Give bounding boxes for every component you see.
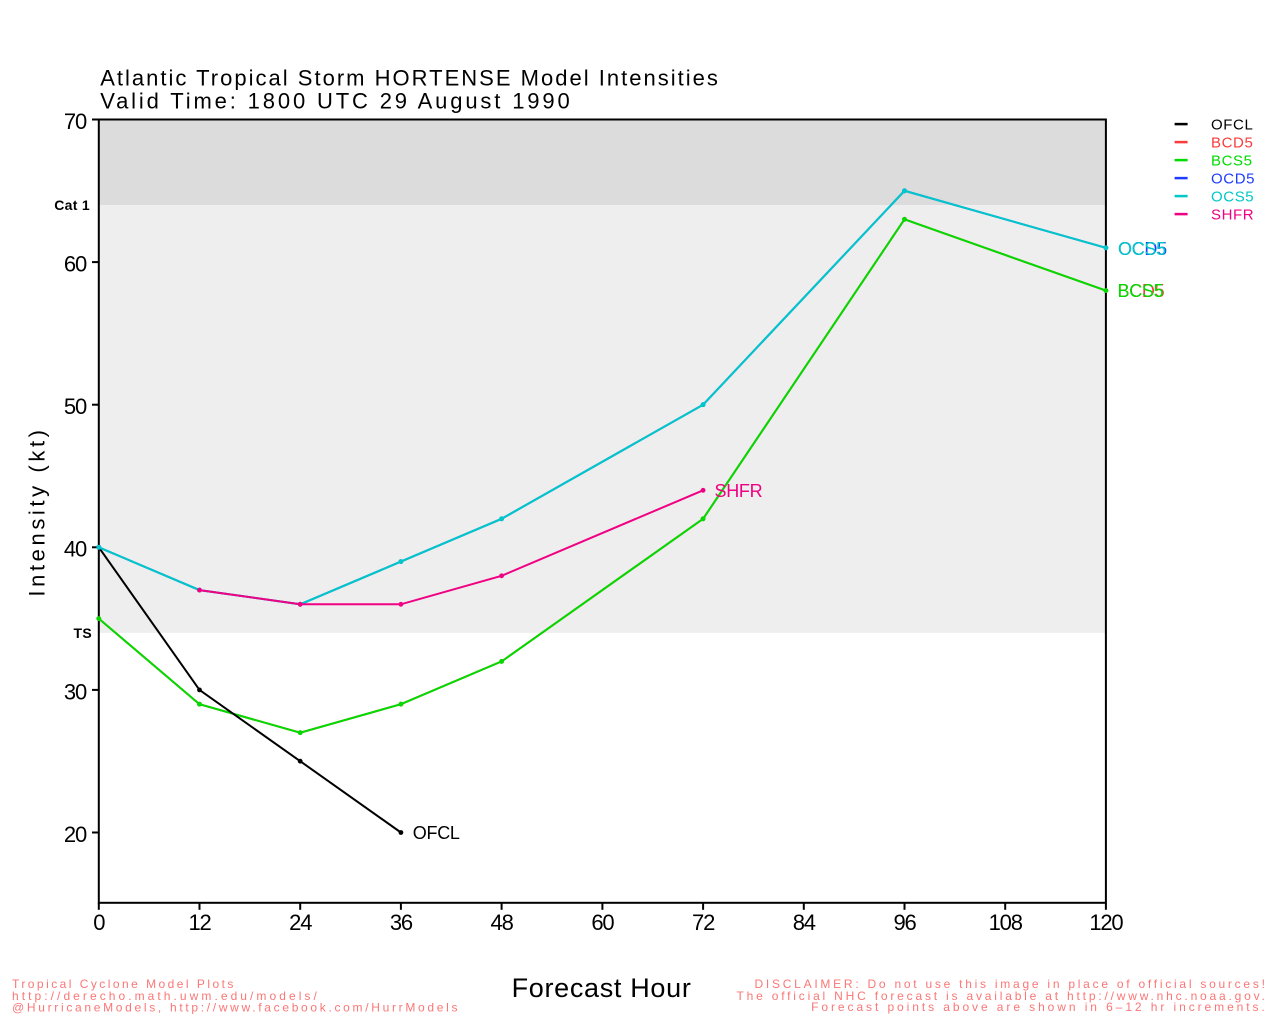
svg-text:Forecast Hour: Forecast Hour xyxy=(512,973,692,1003)
svg-text:BCS5: BCS5 xyxy=(1118,281,1164,301)
svg-text:SHFR: SHFR xyxy=(715,481,763,501)
svg-text:84: 84 xyxy=(793,910,816,935)
svg-text:Tropical Cyclone Model Plots: Tropical Cyclone Model Plots xyxy=(12,977,236,991)
svg-text:TS: TS xyxy=(74,625,93,641)
svg-text:48: 48 xyxy=(491,910,514,935)
svg-text:BCS5: BCS5 xyxy=(1211,153,1253,170)
svg-text:36: 36 xyxy=(390,910,413,935)
svg-text:The official NHC forecast is a: The official NHC forecast is available a… xyxy=(737,989,1268,1003)
svg-text:BCD5: BCD5 xyxy=(1118,281,1165,301)
svg-text:BCD5: BCD5 xyxy=(1211,135,1253,152)
svg-text:24: 24 xyxy=(289,910,312,935)
svg-text:12: 12 xyxy=(188,910,211,935)
svg-text:120: 120 xyxy=(1089,910,1123,935)
svg-text:Intensity (kt): Intensity (kt) xyxy=(25,426,50,596)
svg-text:Cat 1: Cat 1 xyxy=(54,197,90,213)
svg-text:50: 50 xyxy=(64,394,87,419)
svg-text:108: 108 xyxy=(989,910,1023,935)
svg-text:0: 0 xyxy=(93,910,105,935)
svg-text:OCS5: OCS5 xyxy=(1211,189,1254,206)
svg-text:SHFR: SHFR xyxy=(1211,207,1254,224)
svg-text:30: 30 xyxy=(64,679,87,704)
svg-text:OFCL: OFCL xyxy=(1211,117,1253,134)
svg-text:OCS5: OCS5 xyxy=(1118,239,1166,259)
svg-text:Forecast points above are show: Forecast points above are shown in 6–12 … xyxy=(811,1000,1268,1014)
svg-text:DISCLAIMER: Do not use this im: DISCLAIMER: Do not use this image in pla… xyxy=(755,977,1268,991)
svg-text:http://derecho.math.uwm.edu/mo: http://derecho.math.uwm.edu/models/ xyxy=(12,989,320,1003)
svg-text:96: 96 xyxy=(893,910,916,935)
svg-text:60: 60 xyxy=(64,252,87,277)
svg-text:60: 60 xyxy=(591,910,614,935)
svg-text:40: 40 xyxy=(64,537,87,562)
svg-text:72: 72 xyxy=(692,910,715,935)
svg-text:OCD5: OCD5 xyxy=(1211,171,1255,188)
svg-text:20: 20 xyxy=(64,822,87,847)
svg-text:OFCL: OFCL xyxy=(413,823,460,843)
svg-text:Valid Time: 1800 UTC 29 August: Valid Time: 1800 UTC 29 August 1990 xyxy=(100,88,572,113)
svg-text:70: 70 xyxy=(64,109,87,134)
svg-text:@HurricaneModels, http://www.f: @HurricaneModels, http://www.facebook.co… xyxy=(12,1000,460,1014)
svg-text:Atlantic Tropical Storm HORTEN: Atlantic Tropical Storm HORTENSE Model I… xyxy=(100,66,720,91)
svg-text:OCD5: OCD5 xyxy=(1118,239,1167,259)
